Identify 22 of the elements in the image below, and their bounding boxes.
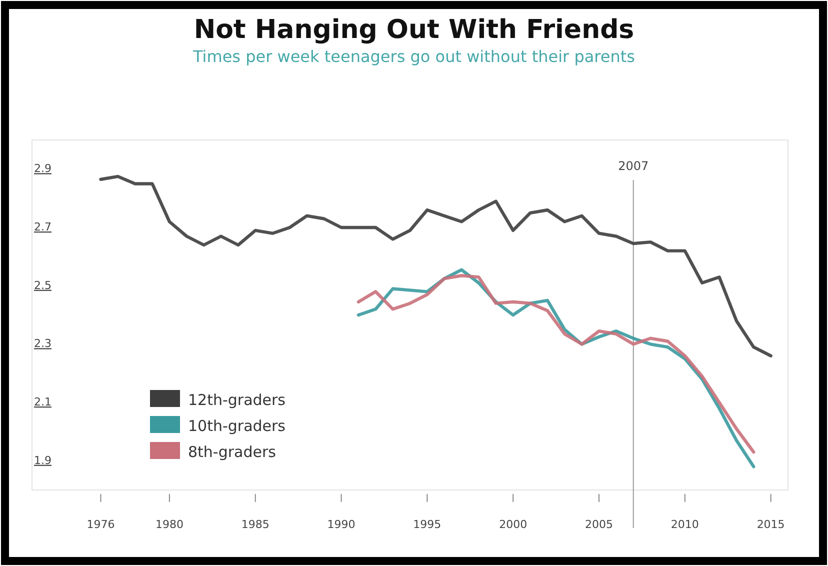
x-tick-label: 1976 <box>86 518 115 531</box>
y-tick-label: 2.1 <box>34 396 52 409</box>
ref-line-label: 2007 <box>618 159 649 173</box>
y-tick-label: 1.9 <box>34 454 52 467</box>
y-tick-label: 2.7 <box>34 220 52 234</box>
legend-label: 10th-graders <box>188 417 286 435</box>
x-tick-label: 1995 <box>413 518 442 531</box>
y-tick-label: 2.3 <box>34 337 52 350</box>
x-tick-label: 2005 <box>585 518 613 531</box>
legend-label: 8th-graders <box>188 443 276 461</box>
chart-subtitle: Times per week teenagers go out without their parents <box>192 47 635 66</box>
chart-title: Not Hanging Out With Friends <box>194 15 634 45</box>
x-tick-label: 1985 <box>241 518 270 531</box>
y-tick-label: 2.5 <box>34 278 52 292</box>
line-series <box>99 174 772 358</box>
x-tick-label: 1990 <box>327 518 356 531</box>
x-tick-label: 2010 <box>670 518 699 531</box>
x-tick-label: 1980 <box>155 518 184 531</box>
x-tick-label: 2000 <box>499 518 528 531</box>
legend-label: 12th-graders <box>188 391 286 409</box>
x-tick-label: 2015 <box>756 518 785 531</box>
y-tick-label: 2.9 <box>34 162 52 176</box>
